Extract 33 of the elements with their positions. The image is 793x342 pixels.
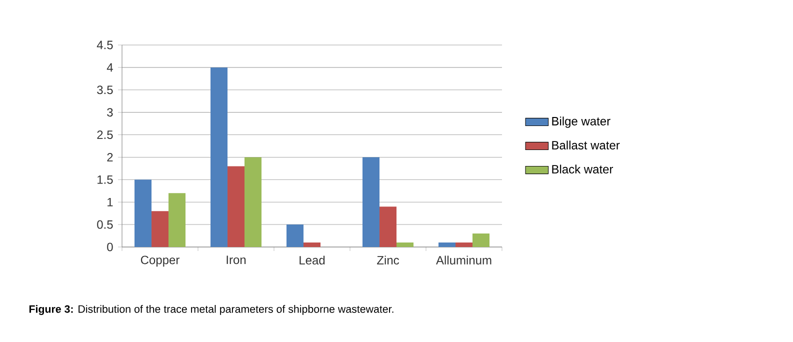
- y-tick-label: 1.5: [98, 175, 113, 184]
- bar: [472, 234, 490, 247]
- legend-label: Bilge water: [552, 116, 610, 128]
- y-tick-label: 2.5: [97, 130, 113, 140]
- bar: [244, 157, 262, 247]
- y-tick-label: 4.5: [96, 40, 113, 50]
- bar: [438, 242, 456, 247]
- bar: [362, 157, 380, 247]
- y-tick-label: 1: [108, 198, 113, 206]
- bar: [152, 211, 169, 247]
- y-tick-label: 3: [107, 108, 113, 117]
- y-tick-label: 0: [107, 242, 113, 252]
- legend-label: Ballast water: [552, 140, 620, 150]
- x-tick-label: Zinc: [377, 256, 400, 265]
- bar: [380, 206, 396, 247]
- x-tick-label: Lead: [300, 256, 325, 265]
- bar: [228, 166, 245, 247]
- y-tick-label: 4: [106, 63, 113, 72]
- bar: [134, 180, 152, 247]
- x-tick-label: Iron: [226, 256, 246, 264]
- x-tick-label: Copper: [140, 256, 180, 267]
- bar: [456, 242, 472, 247]
- y-tick-label: 3.5: [97, 86, 113, 94]
- legend-label: Black water: [552, 164, 614, 174]
- x-tick-label: Alluminum: [436, 256, 492, 265]
- bar: [286, 224, 304, 247]
- bar: [304, 242, 321, 247]
- bar: [396, 242, 414, 247]
- y-tick-label: 2: [107, 153, 113, 162]
- bar: [168, 193, 186, 247]
- y-tick-label: 0.5: [97, 220, 113, 229]
- bar: [210, 67, 228, 247]
- text: Figure 3: Distribution of the trace metal parameters of shipborne wastewater.: [29, 304, 394, 315]
